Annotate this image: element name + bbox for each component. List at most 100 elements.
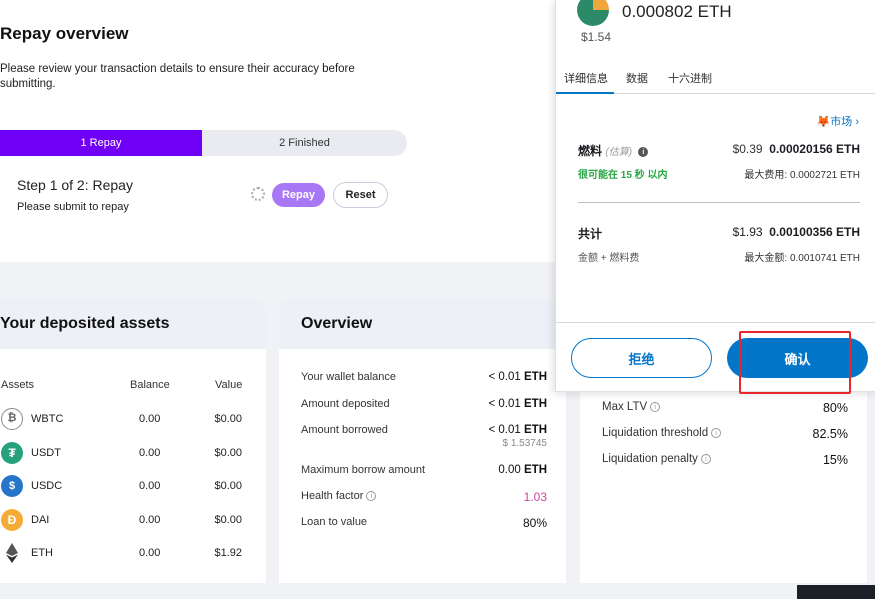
- row-label: Amount borrowed: [301, 424, 388, 436]
- asset-balance: 0.00: [139, 514, 161, 526]
- metamask-confirm-popup: 0.000802 ETH $1.54 详细信息 数据 十六进制 🦊市场 › 燃料…: [555, 0, 875, 392]
- gas-fee-value: $0.39 0.00020156 ETH: [732, 142, 860, 156]
- row-label: Maximum borrow amount: [301, 464, 426, 476]
- row-label: Liquidation penalty: [602, 453, 698, 465]
- row-value: 0.00 ETH: [498, 464, 547, 476]
- tab-hex[interactable]: 十六进制: [668, 73, 712, 85]
- repay-button[interactable]: Repay: [272, 183, 325, 207]
- repay-overview-card: Repay overview Please review your transa…: [0, 0, 560, 262]
- row-label: Amount deposited: [301, 398, 390, 410]
- row-subvalue: $ 1.53745: [502, 438, 548, 449]
- asset-value: $0.00: [214, 480, 242, 492]
- tx-amount: 0.000802 ETH: [622, 2, 732, 21]
- header-value: Value: [215, 379, 243, 391]
- info-icon[interactable]: i: [638, 147, 649, 157]
- health-factor-row: Health factor i 1.03: [301, 490, 547, 504]
- bitcoin-icon: ₿: [1, 408, 23, 430]
- row-value: < 0.01 ETH: [488, 398, 548, 410]
- info-icon[interactable]: i: [700, 454, 711, 464]
- step-subtitle: Please submit to repay: [17, 201, 129, 213]
- chevron-right-icon: ›: [855, 116, 859, 128]
- total-subtitle: 金额 + 燃料费: [578, 253, 640, 264]
- asset-row-eth: ETH 0.00 $1.92: [0, 542, 266, 566]
- asset-value: $0.00: [214, 514, 242, 526]
- header-balance: Balance: [130, 379, 170, 391]
- asset-balance: 0.00: [139, 413, 161, 425]
- footer-divider: [556, 322, 875, 323]
- market-label: 市场: [830, 116, 853, 128]
- row-label: Loan to value: [301, 516, 368, 528]
- asset-value: $0.00: [214, 413, 242, 425]
- reset-button[interactable]: Reset: [333, 182, 388, 208]
- asset-name: USDT: [31, 447, 61, 459]
- repay-description: Please review your transaction details t…: [0, 63, 355, 90]
- reject-button[interactable]: 拒绝: [571, 338, 712, 378]
- row-label: Health factor: [301, 490, 364, 502]
- health-factor-value: 1.03: [523, 490, 547, 504]
- tab-data[interactable]: 数据: [626, 73, 648, 85]
- account-avatar-icon: [577, 0, 609, 26]
- asset-row-usdc: $ USDC 0.00 $0.00: [0, 475, 266, 499]
- loading-spinner-icon: [251, 187, 265, 201]
- asset-name: DAI: [31, 514, 50, 526]
- info-icon[interactable]: i: [650, 402, 661, 412]
- tether-icon: ₮: [1, 442, 23, 464]
- max-ltv-row: Max LTV i 80%: [602, 401, 848, 415]
- row-value: 82.5%: [812, 427, 848, 441]
- asset-balance: 0.00: [139, 547, 161, 559]
- page-title: Repay overview: [0, 24, 129, 43]
- dai-icon: Đ: [1, 509, 23, 531]
- asset-row-wbtc: ₿ WBTC 0.00 $0.00: [0, 408, 266, 432]
- ethereum-icon: [1, 542, 23, 564]
- gas-label: 燃料 (估算) i: [578, 142, 649, 159]
- deposited-assets-title: Your deposited assets: [0, 299, 266, 349]
- asset-name: USDC: [31, 480, 63, 492]
- tx-tabs: 详细信息 数据 十六进制: [556, 60, 875, 94]
- market-parameters-card: Max LTV i 80% Liquidation threshold i 82.5…: [580, 390, 867, 583]
- amount-borrowed-row: Amount borrowed < 0.01 ETH $ 1.53745: [301, 424, 547, 449]
- overview-title: Overview: [279, 299, 566, 349]
- asset-value: $1.92: [214, 547, 242, 559]
- asset-row-usdt: ₮ USDT 0.00 $0.00: [0, 442, 266, 466]
- total-label: 共计: [578, 227, 603, 241]
- asset-balance: 0.00: [139, 447, 161, 459]
- liquidation-threshold-row: Liquidation threshold i 82.5%: [602, 427, 848, 441]
- asset-row-dai: Đ DAI 0.00 $0.00: [0, 509, 266, 533]
- info-icon[interactable]: i: [711, 428, 722, 438]
- taskbar-corner: [797, 585, 875, 599]
- header-assets: Assets: [1, 379, 35, 391]
- amount-deposited-row: Amount deposited < 0.01 ETH: [301, 398, 548, 410]
- usdc-icon: $: [1, 475, 23, 497]
- confirm-button[interactable]: 确认: [727, 338, 868, 378]
- active-tab-indicator: [556, 92, 614, 94]
- info-icon[interactable]: i: [366, 491, 377, 501]
- asset-balance: 0.00: [139, 480, 161, 492]
- fox-icon: 🦊: [816, 116, 831, 128]
- step-repay: 1 Repay: [0, 130, 202, 156]
- tab-details[interactable]: 详细信息: [564, 73, 608, 85]
- gas-max-fee: 最大费用: 0.0002721 ETH: [744, 170, 860, 181]
- deposited-assets-card: Your deposited assets Assets Balance Val…: [0, 299, 266, 583]
- loan-to-value-row: Loan to value 80%: [301, 516, 547, 530]
- row-value: 80%: [522, 516, 547, 530]
- row-value: 15%: [822, 453, 848, 467]
- tx-amount-usd: $1.54: [581, 30, 612, 44]
- market-link[interactable]: 🦊市场 ›: [817, 113, 859, 129]
- row-value: < 0.01 ETH: [488, 371, 548, 383]
- total-value: $1.93 0.00100356 ETH: [732, 225, 860, 239]
- step-finished: 2 Finished: [279, 137, 330, 149]
- max-borrow-row: Maximum borrow amount 0.00 ETH: [301, 464, 547, 476]
- row-value: 80%: [822, 401, 848, 415]
- row-label: Your wallet balance: [301, 371, 396, 383]
- asset-value: $0.00: [214, 447, 242, 459]
- overview-card: Overview Your wallet balance < 0.01 ETH …: [279, 299, 566, 583]
- asset-name: ETH: [31, 547, 53, 559]
- highlight-box: [739, 331, 851, 394]
- divider: [578, 202, 860, 203]
- row-label: Liquidation threshold: [602, 427, 709, 439]
- asset-name: WBTC: [31, 413, 64, 425]
- liquidation-penalty-row: Liquidation penalty i 15%: [602, 453, 848, 467]
- row-label: Max LTV: [602, 401, 648, 413]
- stepper: 1 Repay 2 Finished: [0, 130, 407, 156]
- total-max: 最大金额: 0.0010741 ETH: [744, 253, 860, 264]
